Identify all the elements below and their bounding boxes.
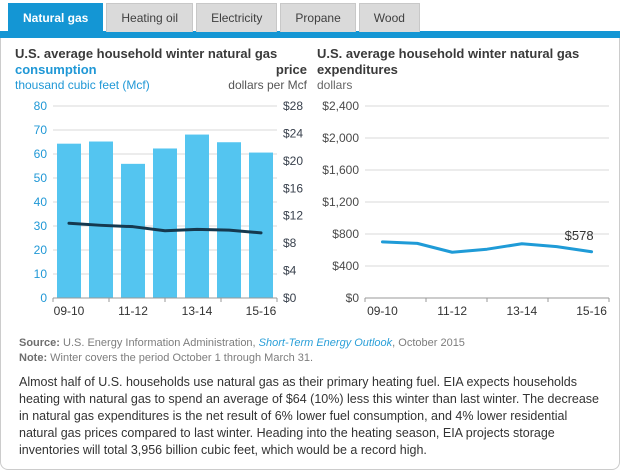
right-y-tick-label: $28: [283, 99, 303, 113]
left-y-tick-label: 50: [34, 171, 48, 185]
left-y-tick-label: 20: [34, 243, 48, 257]
series-labels-row: consumption price: [15, 62, 307, 78]
chart-consumption-price: U.S. average household winter natural ga…: [15, 46, 307, 324]
summary-paragraph: Almost half of U.S. households use natur…: [19, 375, 599, 457]
x-tick-label: 15-16: [246, 304, 277, 318]
x-tick-label: 13-14: [507, 304, 538, 318]
expenditures-chart: $0 $400 $800 $1,200 $1,600 $2,000 $2,400 09-10 1…: [322, 99, 610, 318]
y-tick-label: $2,400: [322, 99, 359, 113]
consumption-bar: [89, 141, 113, 298]
right-y-tick-label: $8: [283, 236, 297, 250]
left-y-tick-label: 70: [34, 123, 48, 137]
chart-title-right: U.S. average household winter natural ga…: [317, 46, 580, 77]
source-line: Source: U.S. Energy Information Administ…: [19, 336, 609, 351]
right-y-tick-label: $4: [283, 264, 297, 278]
consumption-bar: [249, 152, 273, 298]
x-tick-label: 15-16: [576, 304, 607, 318]
price-series-label: price: [275, 62, 307, 77]
left-y-tick-label: 80: [34, 99, 48, 113]
x-tick-label: 11-12: [437, 304, 467, 318]
right-y-tick-label: $16: [283, 181, 303, 195]
consumption-series-label: consumption: [15, 62, 97, 77]
x-tick-label: 13-14: [182, 304, 213, 318]
note-line: Note: Winter covers the period October 1…: [19, 351, 609, 366]
left-axis-unit-label: thousand cubic feet (Mcf): [15, 78, 150, 92]
accent-bar: [0, 31, 620, 38]
y-tick-label: $400: [332, 259, 359, 273]
expenditures-line: [380, 240, 594, 254]
left-y-tick-label: 60: [34, 147, 48, 161]
consumption-bar: [185, 134, 209, 298]
x-tick-label: 09-10: [54, 304, 85, 318]
x-tick-label: 11-12: [118, 304, 148, 318]
tab-propane[interactable]: Propane: [280, 3, 356, 32]
left-y-tick-label: 30: [34, 219, 48, 233]
source-note-block: Source: U.S. Energy Information Administ…: [19, 336, 609, 366]
short-term-energy-outlook-link[interactable]: Short-Term Energy Outlook: [258, 337, 393, 349]
y-tick-label: $2,000: [322, 131, 359, 145]
y-tick-label: $800: [332, 227, 359, 241]
price-line: [67, 221, 263, 235]
right-y-tick-label: $24: [283, 126, 303, 140]
right-y-tick-label: $12: [283, 209, 303, 223]
consumption-price-chart: 0 10 20 30 40 50 60 70 80 $0 $4 $8 $12 $16 $20 $24 $28 09…: [34, 99, 304, 318]
chart-expenditures: U.S. average household winter natural ga…: [317, 46, 613, 324]
source-date: , October 2015: [392, 337, 465, 349]
note-label: Note:: [19, 352, 48, 364]
expenditures-unit-label: dollars: [317, 78, 353, 92]
consumption-bar: [57, 143, 81, 298]
y-tick-label: $1,200: [322, 195, 359, 209]
tab-electricity[interactable]: Electricity: [196, 3, 278, 32]
right-axis-unit-label: dollars per Mcf: [228, 78, 307, 92]
last-value-annotation: $578: [565, 228, 594, 243]
consumption-bar: [121, 163, 145, 298]
y-tick-label: $0: [346, 291, 360, 305]
tab-natural-gas[interactable]: Natural gas: [8, 3, 104, 32]
content-panel: U.S. average household winter natural ga…: [0, 38, 620, 470]
note-text: Winter covers the period October 1 throu…: [47, 352, 314, 364]
chart-title-left: U.S. average household winter natural ga…: [15, 46, 278, 61]
left-y-tick-label: 0: [40, 291, 47, 305]
tab-bar: Natural gas Heating oil Electricity Propane…: [8, 3, 420, 32]
right-y-tick-label: $20: [283, 154, 303, 168]
left-y-tick-label: 40: [34, 195, 48, 209]
left-y-tick-label: 10: [34, 267, 48, 281]
source-label: Source:: [19, 337, 60, 349]
source-text: U.S. Energy Information Administration,: [59, 337, 259, 349]
tab-heating-oil[interactable]: Heating oil: [106, 3, 194, 32]
unit-labels-row: thousand cubic feet (Mcf) dollars per Mc…: [15, 78, 307, 93]
right-y-tick-label: $0: [283, 291, 297, 305]
y-tick-label: $1,600: [322, 163, 359, 177]
tab-wood[interactable]: Wood: [358, 3, 420, 32]
x-tick-label: 09-10: [367, 304, 398, 318]
consumption-bar: [153, 148, 177, 298]
consumption-bar: [217, 142, 241, 298]
